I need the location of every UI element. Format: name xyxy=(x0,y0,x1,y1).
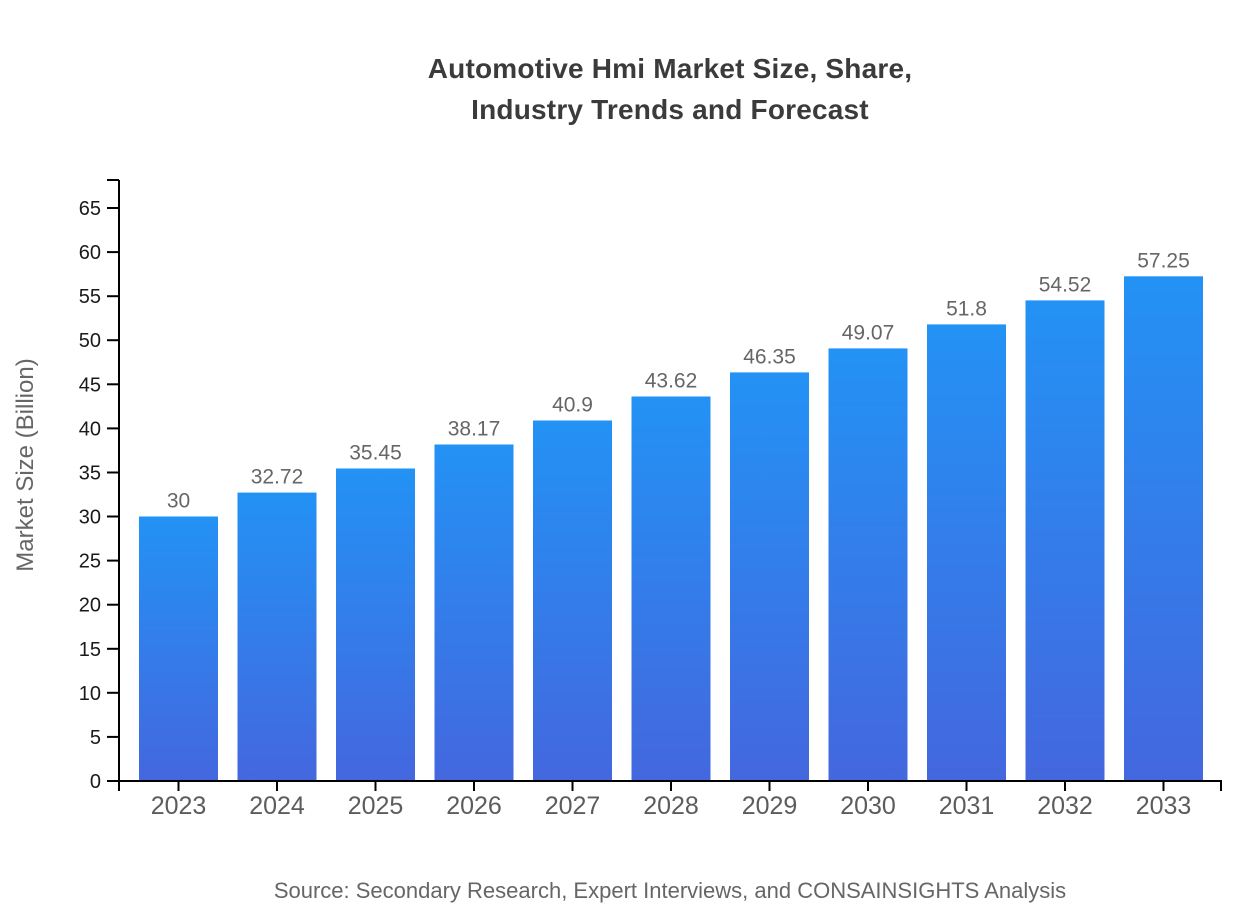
y-tick-label: 30 xyxy=(79,507,101,529)
bar-value-label: 35.45 xyxy=(349,442,402,465)
bar-value-label: 51.8 xyxy=(946,297,987,320)
x-tick-label: 2029 xyxy=(742,792,798,820)
bar xyxy=(1124,276,1203,781)
bar-value-label: 30 xyxy=(167,490,190,513)
bar xyxy=(139,516,218,781)
bar-value-label: 54.52 xyxy=(1039,273,1092,296)
x-tick-label: 2026 xyxy=(446,792,502,820)
x-tick-label: 2033 xyxy=(1136,792,1192,820)
x-tick-label: 2032 xyxy=(1037,792,1093,820)
y-tick-label: 25 xyxy=(79,551,101,573)
bar-value-label: 38.17 xyxy=(448,418,501,441)
bar-value-label: 46.35 xyxy=(743,345,796,368)
bar-value-label: 40.9 xyxy=(552,394,593,417)
x-tick-label: 2027 xyxy=(545,792,601,820)
bar xyxy=(533,420,612,781)
y-tick-label: 10 xyxy=(79,683,101,705)
x-tick-label: 2031 xyxy=(939,792,995,820)
y-tick-label: 40 xyxy=(79,418,101,440)
chart-title: Automotive Hmi Market Size, Share, Indus… xyxy=(80,48,1260,130)
bar xyxy=(927,324,1006,781)
bar xyxy=(730,372,809,781)
bar xyxy=(1025,300,1105,781)
x-tick-label: 2025 xyxy=(348,792,404,820)
bar-value-label: 57.25 xyxy=(1137,249,1190,272)
y-tick-label: 60 xyxy=(79,242,101,264)
y-tick-label: 35 xyxy=(79,463,101,485)
y-tick-label: 55 xyxy=(79,286,101,308)
bar xyxy=(631,396,711,781)
chart-title-line1: Automotive Hmi Market Size, Share, xyxy=(427,53,913,84)
y-tick-label: 5 xyxy=(90,727,101,749)
x-tick-label: 2028 xyxy=(643,792,699,820)
y-tick-label: 0 xyxy=(90,771,101,793)
y-tick-label: 50 xyxy=(79,330,101,352)
bar-value-label: 43.62 xyxy=(645,370,698,393)
bar-value-label: 49.07 xyxy=(842,321,895,344)
chart-title-line2: Industry Trends and Forecast xyxy=(471,94,869,125)
y-tick-label: 45 xyxy=(79,374,101,396)
bar xyxy=(434,444,514,781)
x-tick-label: 2024 xyxy=(249,792,305,820)
x-tick-label: 2030 xyxy=(840,792,896,820)
source-note: Source: Secondary Research, Expert Inter… xyxy=(273,878,1067,903)
y-tick-label: 65 xyxy=(79,198,101,220)
y-tick-label: 20 xyxy=(79,595,101,617)
bar xyxy=(828,348,908,781)
bar xyxy=(336,468,415,781)
y-axis-title: Market Size (Billion) xyxy=(12,358,39,571)
y-tick-label: 15 xyxy=(79,639,101,661)
bar xyxy=(237,492,317,781)
bar-value-label: 32.72 xyxy=(251,466,304,489)
x-tick-label: 2023 xyxy=(151,792,207,820)
